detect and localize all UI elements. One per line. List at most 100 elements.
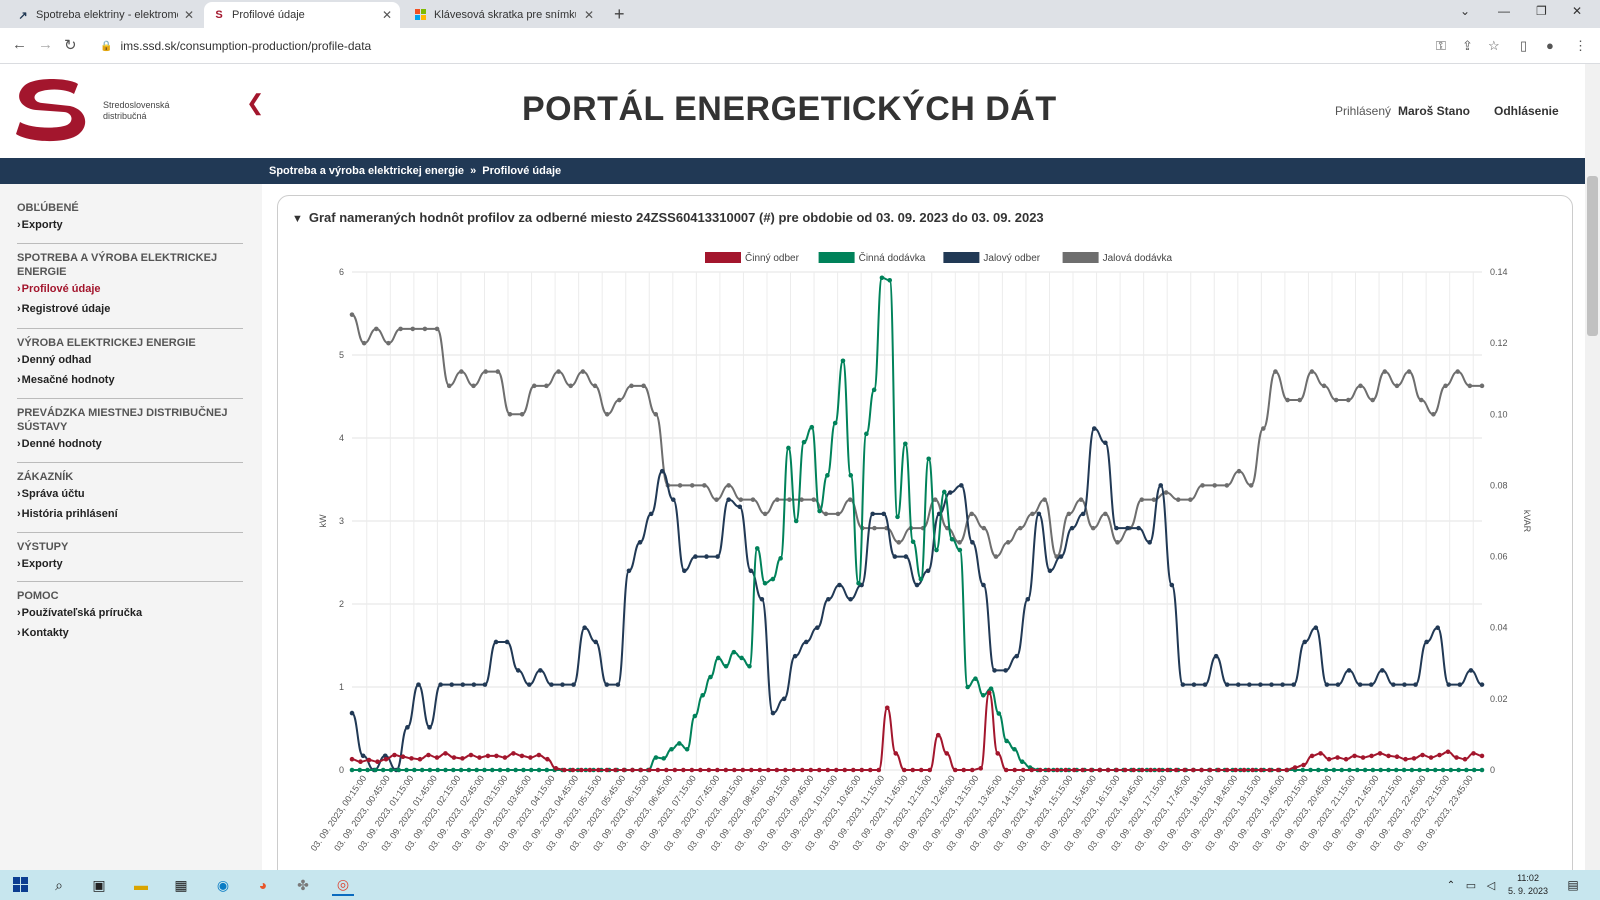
data-point (1207, 767, 1213, 773)
data-point (1115, 540, 1120, 545)
maximize-icon[interactable]: ❐ (1536, 4, 1547, 18)
new-tab-icon[interactable]: + (614, 4, 625, 24)
close-tab-icon[interactable]: ✕ (583, 8, 594, 22)
search-icon[interactable]: ⌕ (55, 876, 63, 893)
calculator-icon[interactable]: ▦ (174, 876, 188, 893)
data-point (648, 511, 654, 517)
data-point (1409, 767, 1415, 773)
data-point (1445, 749, 1451, 755)
share-icon[interactable]: ⇪ (1462, 38, 1473, 53)
data-point (961, 767, 967, 773)
breadcrumb-item-consumption[interactable]: Spotreba a výroba elektrickej energie (269, 165, 465, 177)
back-icon[interactable]: ← (12, 36, 27, 53)
chrome-icon[interactable]: ◎ (332, 874, 354, 896)
close-tab-icon[interactable]: ✕ (183, 8, 194, 22)
user-name-link[interactable]: Maroš Stano (1398, 104, 1471, 118)
data-point (560, 682, 565, 687)
sidebar-item-account[interactable]: Správa účtu (17, 484, 243, 504)
browser-tab-3[interactable]: Klávesová skratka pre snímku ob ✕ (406, 2, 602, 28)
data-point (1188, 497, 1193, 502)
y-tick-label: 2 (339, 599, 344, 609)
data-point (1394, 383, 1400, 389)
data-point (513, 767, 518, 773)
data-point (1233, 767, 1238, 773)
data-point (493, 639, 499, 645)
clock-time: 11:02 (1517, 873, 1539, 883)
windows-start-icon[interactable] (10, 874, 32, 896)
data-point (896, 540, 902, 545)
data-point (1301, 762, 1306, 768)
sidepanel-icon[interactable]: ▯ (1520, 38, 1528, 53)
clock-date: 5. 9. 2023 (1508, 886, 1549, 896)
data-point (1403, 756, 1408, 762)
page-scrollbar[interactable] (1585, 64, 1600, 870)
key-icon[interactable]: ⚿ (1436, 38, 1446, 53)
browser-tab-2[interactable]: S Profilové údaje ✕ (204, 2, 400, 28)
close-window-icon[interactable]: ✕ (1572, 4, 1583, 18)
sidebar-item-contacts[interactable]: Kontakty (17, 623, 243, 643)
notifications-icon[interactable]: ▤ (1567, 878, 1579, 892)
forward-icon[interactable]: → (38, 36, 53, 53)
ssd-logo-icon[interactable] (12, 76, 92, 146)
lock-icon[interactable]: 🔒 (100, 40, 113, 52)
sidebar-item-exports[interactable]: Exporty (17, 215, 243, 235)
file-explorer-icon[interactable]: ▬ (134, 877, 148, 893)
data-point (613, 767, 618, 773)
data-point (528, 767, 534, 773)
sidebar-item-user-guide[interactable]: Používateľská príručka (17, 603, 243, 623)
edge-icon[interactable]: ◉ (216, 876, 230, 893)
data-point (792, 653, 798, 659)
data-point (1216, 767, 1221, 773)
data-point (536, 752, 542, 758)
sidebar-item-daily-values[interactable]: Denné hodnoty (17, 434, 243, 454)
sidebar-item-monthly-values[interactable]: Mesačné hodnoty (17, 370, 243, 390)
data-point (887, 278, 893, 283)
sidebar-item-login-history[interactable]: História prihlásení (17, 504, 243, 524)
data-point (638, 767, 644, 773)
data-point (1435, 625, 1440, 631)
firefox-icon[interactable]: ◕ (258, 877, 268, 893)
star-icon[interactable]: ☆ (1488, 38, 1500, 53)
legend-swatch (943, 252, 980, 263)
reload-icon[interactable]: ↻ (64, 37, 77, 54)
task-view-icon[interactable]: ▣ (92, 876, 106, 893)
sidebar-item-register-data[interactable]: Registrové údaje (17, 299, 243, 319)
chevron-down-icon[interactable]: ▼ (292, 213, 303, 225)
data-point (747, 663, 752, 669)
tray-arrow-icon[interactable]: ⌃ (1446, 879, 1456, 891)
data-point (910, 767, 916, 773)
data-point (1313, 625, 1319, 631)
data-point (993, 554, 999, 559)
url-field[interactable]: 🔒 ims.ssd.sk/consumption-production/prof… (92, 32, 1392, 60)
browser-tab-1[interactable]: ↗ Spotreba elektriny - elektromer v ✕ (8, 2, 202, 28)
data-point (957, 540, 962, 545)
data-point (748, 568, 754, 574)
data-point (698, 767, 703, 773)
sidebar-item-profile-data[interactable]: Profilové údaje (17, 279, 243, 299)
collapse-sidebar-icon[interactable]: ❮ (246, 90, 265, 115)
data-point (1025, 596, 1031, 602)
tab-search-icon[interactable]: ⌄ (1460, 4, 1471, 18)
close-tab-icon[interactable]: ✕ (381, 8, 392, 22)
minimize-icon[interactable]: — (1498, 4, 1510, 18)
data-point (1258, 682, 1263, 687)
volume-icon[interactable]: ◁ (1486, 879, 1496, 892)
data-point (825, 473, 830, 478)
chart-panel-header[interactable]: ▼ Graf nameraných hodnôt profilov za odbe… (292, 210, 1044, 225)
app-icon[interactable]: ✤ (297, 876, 309, 893)
profile-icon[interactable]: ● (1546, 38, 1554, 53)
data-point (1379, 668, 1385, 673)
data-point (901, 767, 907, 773)
data-point (1411, 756, 1417, 761)
logout-link[interactable]: Odhlásenie (1494, 104, 1559, 118)
sidebar-item-daily-estimate[interactable]: Denný odhad (17, 350, 243, 370)
scrollbar-thumb[interactable] (1587, 176, 1598, 336)
network-icon[interactable]: ▭ (1465, 879, 1477, 892)
sidebar-item-exports-2[interactable]: Exporty (17, 554, 243, 574)
menu-icon[interactable]: ⋮ (1574, 38, 1587, 53)
data-point (1103, 511, 1108, 517)
y2-tick-label: 0.12 (1490, 338, 1508, 348)
data-point (637, 540, 643, 545)
system-clock[interactable]: 11:02 5. 9. 2023 (1508, 872, 1548, 898)
data-point (1202, 682, 1208, 687)
